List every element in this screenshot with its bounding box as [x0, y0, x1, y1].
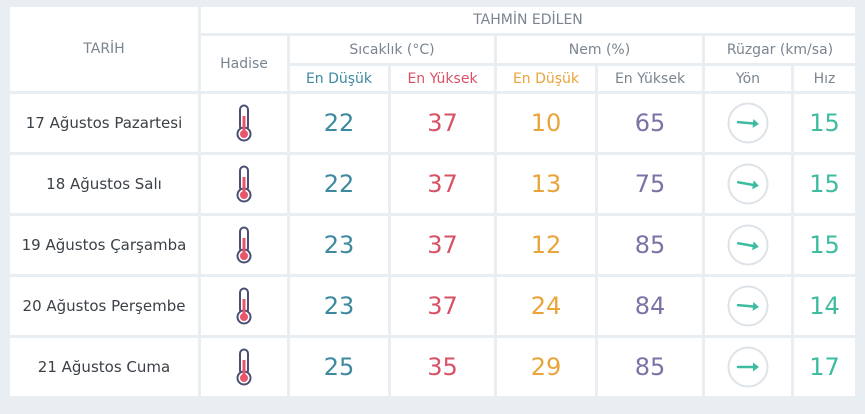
temp-max-value: 37	[391, 155, 494, 213]
thermometer-icon	[201, 277, 287, 335]
temp-min-value: 23	[290, 277, 388, 335]
row-date: 20 Ağustos Perşembe	[10, 277, 198, 335]
temperature-header: Sıcaklık (°C)	[290, 36, 494, 63]
humidity-max-value: 84	[598, 277, 702, 335]
wind-speed-header: Hız	[794, 66, 855, 91]
row-date: 19 Ağustos Çarşamba	[10, 216, 198, 274]
humidity-min-header: En Düşük	[497, 66, 595, 91]
temp-min-value: 23	[290, 216, 388, 274]
row-date: 21 Ağustos Cuma	[10, 338, 198, 396]
temp-min-value: 25	[290, 338, 388, 396]
event-header: Hadise	[201, 36, 287, 91]
humidity-max-value: 65	[598, 94, 702, 152]
temp-max-value: 37	[391, 277, 494, 335]
temp-max-header: En Yüksek	[391, 66, 494, 91]
wind-direction-arrow-icon	[705, 94, 791, 152]
wind-direction-arrow-icon	[705, 216, 791, 274]
wind-direction-arrow-icon	[705, 155, 791, 213]
wind-speed-value: 17	[794, 338, 855, 396]
humidity-min-value: 10	[497, 94, 595, 152]
humidity-max-value: 85	[598, 338, 702, 396]
forecast-header: TAHMİN EDİLEN	[201, 7, 855, 33]
wind-direction-arrow-icon	[705, 277, 791, 335]
wind-speed-value: 15	[794, 155, 855, 213]
row-date: 17 Ağustos Pazartesi	[10, 94, 198, 152]
humidity-min-value: 24	[497, 277, 595, 335]
row-date: 18 Ağustos Salı	[10, 155, 198, 213]
temp-min-value: 22	[290, 155, 388, 213]
thermometer-icon	[201, 94, 287, 152]
thermometer-icon	[201, 216, 287, 274]
humidity-header: Nem (%)	[497, 36, 702, 63]
wind-speed-value: 15	[794, 216, 855, 274]
temp-max-value: 37	[391, 216, 494, 274]
temp-max-value: 35	[391, 338, 494, 396]
wind-speed-value: 14	[794, 277, 855, 335]
date-header: TARİH	[10, 7, 198, 91]
wind-header: Rüzgar (km/sa)	[705, 36, 855, 63]
humidity-min-value: 13	[497, 155, 595, 213]
humidity-max-value: 75	[598, 155, 702, 213]
wind-direction-header: Yön	[705, 66, 791, 91]
humidity-min-value: 29	[497, 338, 595, 396]
thermometer-icon	[201, 338, 287, 396]
humidity-min-value: 12	[497, 216, 595, 274]
temp-max-value: 37	[391, 94, 494, 152]
humidity-max-value: 85	[598, 216, 702, 274]
wind-speed-value: 15	[794, 94, 855, 152]
humidity-max-header: En Yüksek	[598, 66, 702, 91]
thermometer-icon	[201, 155, 287, 213]
temp-min-value: 22	[290, 94, 388, 152]
temp-min-header: En Düşük	[290, 66, 388, 91]
wind-direction-arrow-icon	[705, 338, 791, 396]
